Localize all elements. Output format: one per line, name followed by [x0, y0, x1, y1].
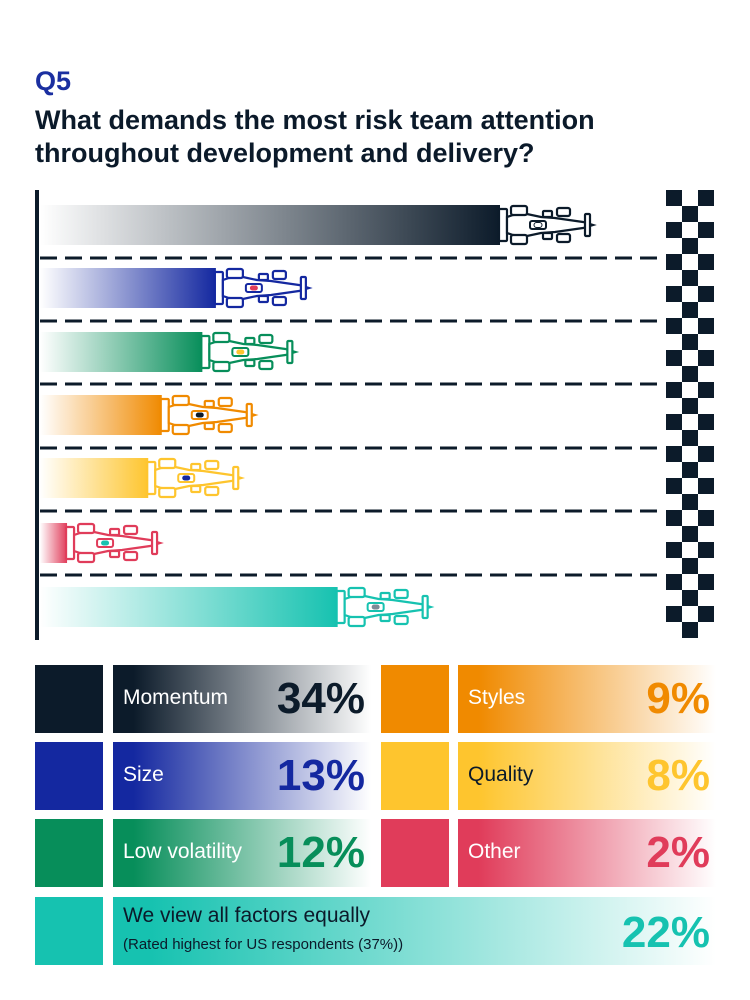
legend-value: 12%: [276, 828, 365, 877]
legend-label: Other: [468, 840, 521, 863]
legend-swatch: [35, 742, 103, 810]
legend-bar: Size 13%: [113, 742, 371, 810]
bar-6: [40, 523, 68, 563]
question-title: What demands the most risk team attentio…: [35, 105, 595, 168]
bar-1: [40, 205, 500, 245]
legend-swatch: [35, 665, 103, 733]
race-car-icon: [335, 586, 435, 628]
race-car-icon: [146, 457, 246, 499]
race-car-icon: [159, 394, 259, 436]
legend-label: Styles: [468, 686, 526, 709]
legend-value: 13%: [276, 751, 365, 800]
checkered-flag-icon: [666, 190, 714, 638]
legend-value: 9%: [646, 674, 710, 723]
race-bar-chart: [35, 190, 714, 640]
start-line: [35, 190, 39, 640]
legend-note: (Rated highest for US respondents (37%)): [123, 936, 404, 953]
legend-label: Low volatility: [123, 840, 243, 863]
legend-label: Size: [123, 763, 164, 786]
race-car-icon: [64, 522, 164, 564]
legend-label: We view all factors equally: [123, 904, 371, 927]
legend-swatch: [381, 819, 449, 887]
legend-value: 2%: [646, 828, 710, 877]
legend-label: Quality: [468, 763, 534, 786]
race-car-icon: [213, 267, 313, 309]
bar-4: [40, 395, 162, 435]
legend-value: 34%: [276, 674, 365, 723]
legend-bar: Other 2%: [458, 819, 716, 887]
legend-value: 8%: [646, 751, 710, 800]
legend-bar: We view all factors equally (Rated highes…: [113, 897, 716, 965]
legend-value: 22%: [621, 908, 710, 957]
legend-swatch: [381, 665, 449, 733]
legend-swatch: [35, 897, 103, 965]
legend-label: Momentum: [123, 686, 229, 709]
question-number: Q5: [35, 66, 72, 96]
legend-swatch: [35, 819, 103, 887]
legend-bar: Momentum 34%: [113, 665, 371, 733]
race-car-icon: [200, 331, 300, 373]
bar-7: [40, 587, 338, 627]
race-car-icon: [497, 204, 597, 246]
bar-2: [40, 268, 216, 308]
bar-5: [40, 458, 149, 498]
bar-3: [40, 332, 203, 372]
legend-bar: Low volatility 12%: [113, 819, 371, 887]
legend-bar: Styles 9%: [458, 665, 716, 733]
legend-bar: Quality 8%: [458, 742, 716, 810]
legend-swatch: [381, 742, 449, 810]
